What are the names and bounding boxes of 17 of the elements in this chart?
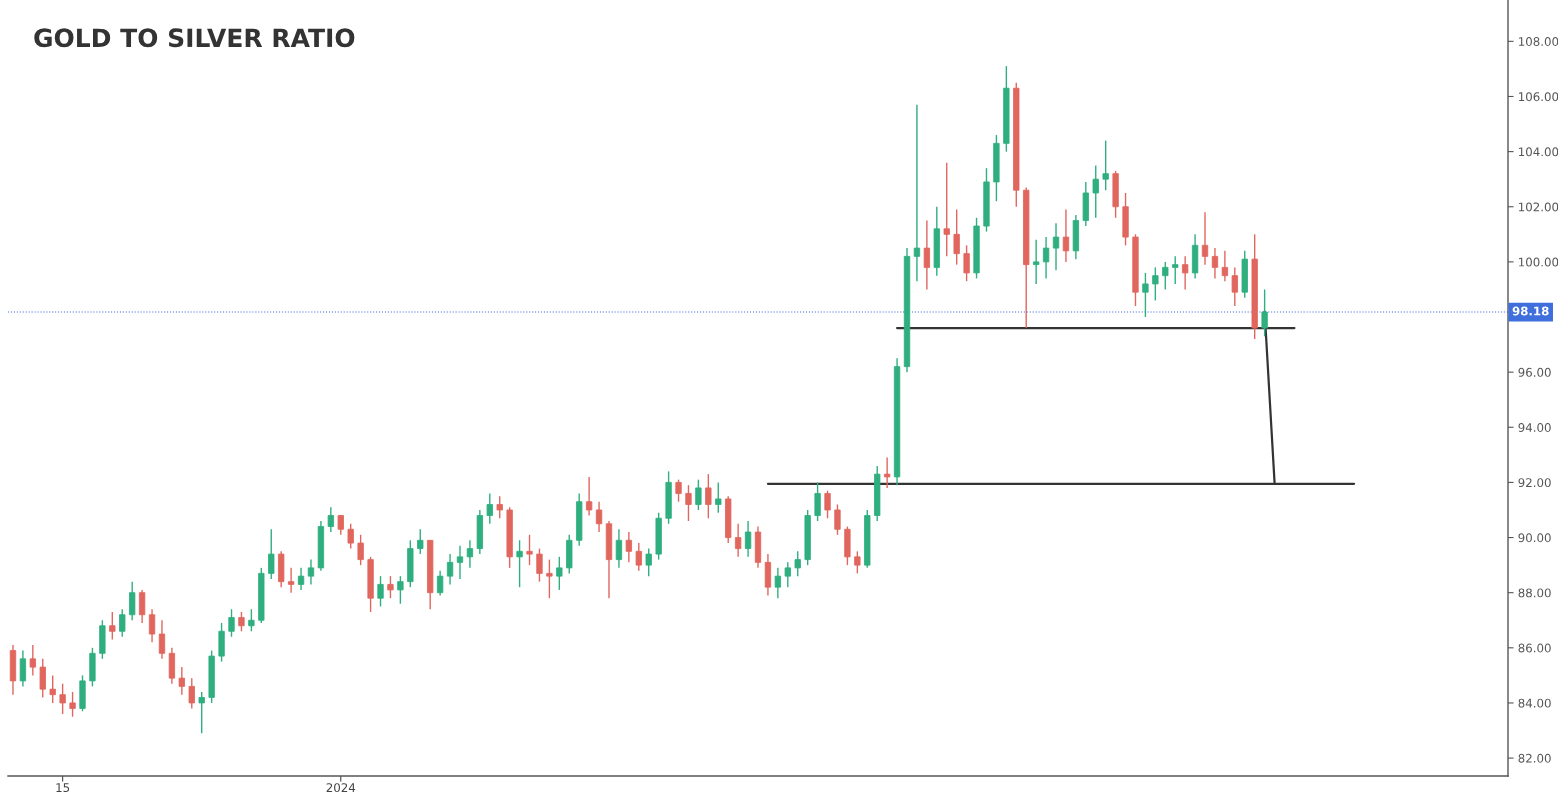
y-tick-label: 90.00 <box>1518 533 1551 543</box>
ref-line-label: 98.18 <box>1512 306 1549 316</box>
y-tick-label: 106.00 <box>1519 92 1558 102</box>
y-tick-label: 96.00 <box>1518 367 1551 377</box>
y-tick-label: 92.00 <box>1518 478 1551 488</box>
text: GOLD TO SILVER RATIO <box>34 28 355 48</box>
y-tick-label: 108.00 <box>1519 37 1558 46</box>
y-tick-label: 88.00 <box>1518 588 1551 598</box>
y-tick-label: 102.00 <box>1519 202 1558 212</box>
y-tick-label: 86.00 <box>1518 643 1551 653</box>
y-tick-label: 82.00 <box>1518 753 1551 763</box>
y-tick-label: 94.00 <box>1518 423 1551 432</box>
y-tick-label: 84.00 <box>1518 698 1551 708</box>
y-tick-label: 100.00 <box>1519 257 1558 267</box>
y-tick-label: 104.00 <box>1519 147 1558 157</box>
x-tick-label: 15 <box>56 783 70 793</box>
x-tick-label: 2024 <box>326 783 356 793</box>
